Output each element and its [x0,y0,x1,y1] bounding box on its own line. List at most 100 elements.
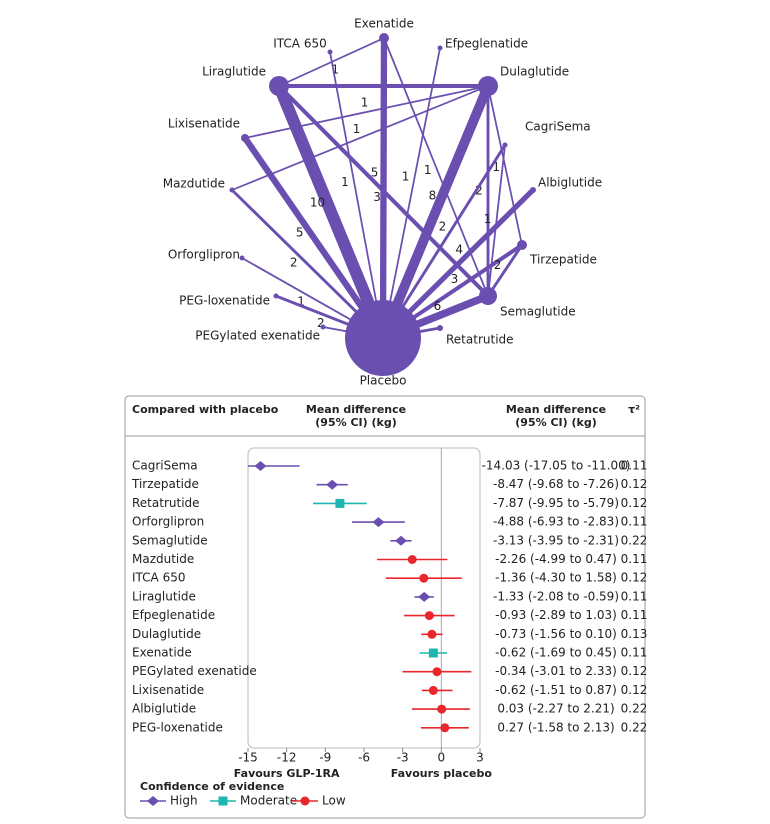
row-label: Exenatide [132,646,192,660]
edge [273,83,389,341]
tau-value: 0.22 [621,533,648,547]
node-label: PEG-loxenatide [179,294,270,308]
legend-label: Moderate [240,794,297,808]
node [437,325,443,331]
node-label: ITCA 650 [273,37,326,51]
legend-label: High [170,794,198,808]
marker [437,704,447,714]
edge [378,84,493,340]
row-label: Tirzepatide [131,477,199,491]
node-label: Exenatide [354,17,414,31]
node-label: Efpeglenatide [445,37,528,51]
marker [419,573,429,583]
column-header: Mean difference [306,403,406,416]
tau-value: 0.11 [621,646,648,660]
x-tick-label: -9 [319,751,331,765]
node-label: PEGylated exenatide [195,329,320,343]
tau-value: 0.22 [621,702,648,716]
row-label: Lixisenatide [132,683,204,697]
node [530,187,536,193]
node [345,300,421,376]
edge [381,144,507,339]
value-label: -0.62 (-1.69 to 0.45) [495,646,617,660]
edge-label: 2 [494,258,502,272]
marker [372,517,385,528]
column-header: (95% CI) (kg) [515,416,596,429]
row-label: Semaglutide [132,533,208,547]
marker [407,555,417,564]
row-label: ITCA 650 [132,571,185,585]
edge-label: 1 [361,96,369,110]
edge-label: 1 [331,63,339,77]
marker [428,685,438,695]
node [517,240,527,250]
node [241,134,249,142]
edge [244,85,489,139]
node-label: Liraglutide [202,65,266,79]
edge-label: 5 [296,226,304,240]
tau-value: 0.12 [621,683,648,697]
row-label: Liraglutide [132,589,196,603]
value-label: -1.36 (-4.30 to 1.58) [495,571,617,585]
tau-value: 0.12 [621,477,648,491]
column-header: (95% CI) (kg) [315,416,396,429]
edge [487,85,523,246]
forest-frame [124,395,646,819]
edge-label: 1 [484,212,492,226]
node-label: Dulaglutide [500,65,569,79]
node [239,255,245,261]
value-label: -7.87 (-9.95 to -5.79) [493,496,619,510]
x-axis-label: Favours placebo [391,767,493,780]
legend-marker [218,796,228,806]
node-label: Mazdutide [163,177,225,191]
node-label: Placebo [360,374,407,388]
value-label: 0.27 (-1.58 to 2.13) [497,720,614,734]
edge-label: 5 [371,165,379,179]
row-label: PEGylated exenatide [132,664,257,678]
edge [231,85,489,191]
tau-value: 0.11 [621,552,648,566]
value-label: 0.03 (-2.27 to 2.21) [497,702,614,716]
marker [428,648,438,658]
node-label: Tirzepatide [529,253,597,267]
node-label: Orforglipron [168,248,240,262]
marker [326,479,339,490]
column-header: Mean difference [506,403,606,416]
edge-label: 3 [451,272,459,286]
row-label: Dulaglutide [132,627,201,641]
edge-label: 3 [373,190,381,204]
edge-label: 1 [424,163,432,177]
x-tick-label: 3 [476,751,484,765]
value-label: -8.47 (-9.68 to -7.26) [493,477,619,491]
x-tick-label: 0 [438,751,446,765]
tau-value: 0.22 [621,720,648,734]
edge [242,136,386,340]
edge [487,144,506,297]
row-label: Albiglutide [132,702,196,716]
tau-value: 0.11 [621,608,648,622]
marker [424,611,434,621]
node [273,293,279,299]
edge-label: 1 [492,160,500,174]
marker [427,629,437,639]
value-label: -0.73 (-1.56 to 0.10) [495,627,617,641]
node-label: Lixisenatide [168,117,240,131]
value-label: -0.34 (-3.01 to 2.33) [495,664,617,678]
edge-label: 2 [290,256,298,270]
value-label: -1.33 (-2.08 to -0.59) [493,589,619,603]
marker [254,461,267,471]
value-label: -0.93 (-2.89 to 1.03) [495,608,617,622]
edge-label: 2 [475,184,483,198]
tau-value: 0.11 [621,589,648,603]
marker [418,591,431,602]
legend-marker [300,796,310,806]
tau-value: 0.12 [621,664,648,678]
node [229,187,235,193]
node [479,287,497,305]
x-tick-label: -3 [397,751,409,765]
plot-box [247,447,481,749]
edge [379,37,388,339]
row-label: Orforglipron [132,515,204,529]
